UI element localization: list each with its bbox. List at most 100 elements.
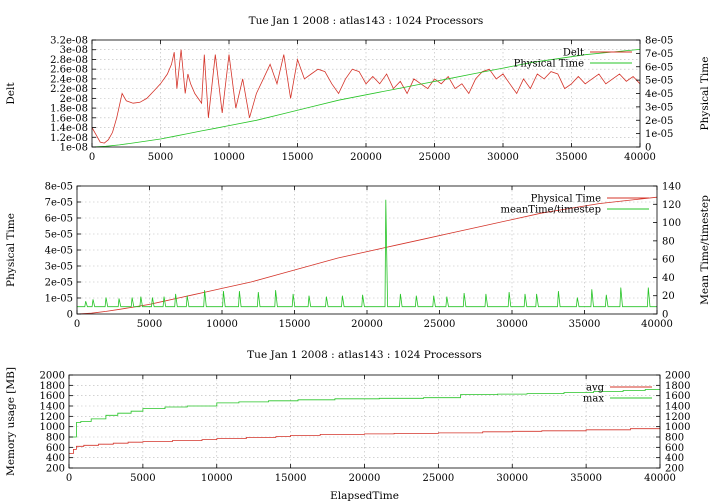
y-tick-label: 2e-05	[45, 278, 73, 289]
x-tick-label: 15000	[275, 473, 307, 484]
y2-tick-label: 0	[662, 310, 668, 321]
x-tick-label: 25000	[422, 473, 454, 484]
x-tick-label: 30000	[496, 473, 528, 484]
y-tick-label: 3.2e-08	[50, 36, 88, 47]
y2-tick-label: 80	[662, 236, 675, 247]
y-axis-label: Delt	[5, 82, 17, 105]
y-tick-label: 2e-08	[60, 94, 88, 105]
legend-label: Physical Time	[531, 194, 601, 205]
series-line-physical-time	[91, 49, 641, 148]
y-tick-label: 1.4e-08	[50, 123, 88, 134]
series-line-max	[69, 389, 660, 438]
y-tick-label: 400	[46, 453, 65, 464]
y-tick-label: 1800	[40, 381, 65, 392]
y-tick-label: 1400	[40, 402, 65, 413]
y2-tick-label: 120	[662, 200, 681, 211]
x-tick-label: 5000	[130, 473, 155, 484]
y2-tick-label: 0	[645, 143, 651, 154]
y2-tick-label: 100	[662, 218, 681, 229]
legend-label: avg	[586, 383, 605, 394]
y2-tick-label: 800	[665, 433, 684, 444]
x-tick-label: 15000	[282, 152, 314, 163]
y-tick-label: 0	[67, 310, 73, 321]
x-tick-label: 5000	[137, 319, 162, 330]
y2-axis-label: Mean Time/timestep	[699, 195, 711, 305]
y2-tick-label: 400	[665, 453, 684, 464]
y-tick-label: 1200	[40, 412, 65, 423]
series-line-delt	[91, 49, 641, 144]
chart-title: Tue Jan 1 2008 : atlas143 : 1024 Process…	[247, 349, 482, 361]
x-tick-label: 20000	[350, 152, 382, 163]
x-tick-label: 15000	[279, 319, 311, 330]
y2-tick-label: 1200	[665, 412, 690, 423]
panel-physical-time: 0 5000 10000 15000 20000 25000 30000 35000 40000…	[5, 182, 711, 331]
y2-tick-label: 1600	[665, 391, 690, 402]
panel-memory: 0 5000 10000 15000 20000 25000 30000 35000 40000…	[5, 349, 690, 502]
y-tick-label: 4e-05	[45, 246, 73, 257]
y-tick-label: 2.8e-08	[50, 55, 88, 66]
y2-tick-label: 60	[662, 255, 675, 266]
legend-label: Delt	[563, 48, 584, 59]
series-line-avg	[69, 427, 661, 454]
y2-axis-label: Physical Time	[699, 57, 711, 131]
x-tick-label: 35000	[556, 152, 588, 163]
x-tick-label: 10000	[206, 319, 238, 330]
chart-title: Tue Jan 1 2008 : atlas143 : 1024 Process…	[249, 15, 484, 27]
y-tick-label: 7e-05	[45, 198, 73, 209]
y2-tick-label: 1000	[665, 422, 690, 433]
legend-label: Physical Time	[514, 59, 584, 70]
y-tick-label: 3e-08	[60, 45, 88, 56]
x-tick-label: 10000	[201, 473, 233, 484]
y-axis-label: Physical Time	[5, 213, 17, 287]
x-tick-label: 30000	[487, 152, 519, 163]
y-tick-label: 600	[46, 443, 65, 454]
panel-delt: 0 5000 10000 15000 20000 25000 30000 35000 40000…	[5, 15, 711, 163]
y2-tick-label: 600	[665, 443, 684, 454]
x-tick-label: 10000	[213, 152, 245, 163]
x-tick-label: 0	[89, 152, 95, 163]
x-tick-label: 40000	[644, 473, 676, 484]
series-line-meantime-timestep	[77, 199, 657, 308]
y-tick-label: 1000	[40, 422, 65, 433]
x-axis-label: ElapsedTime	[330, 490, 399, 502]
x-tick-label: 0	[66, 473, 72, 484]
y-tick-label: 2000	[40, 371, 65, 382]
x-tick-label: 20000	[351, 319, 383, 330]
y2-tick-label: 20	[662, 291, 675, 302]
y-tick-label: 5e-05	[45, 230, 73, 241]
y2-tick-label: 40	[662, 273, 675, 284]
y-tick-label: 1e-08	[60, 143, 88, 154]
y-tick-label: 1.6e-08	[50, 113, 88, 124]
y2-tick-label: 2000	[665, 371, 690, 382]
legend-label: meanTime/timestep	[500, 205, 601, 216]
y-tick-label: 2.6e-08	[50, 65, 88, 76]
y2-tick-label: 200	[665, 464, 684, 475]
y-tick-label: 2.2e-08	[50, 84, 88, 95]
y-tick-label: 1.8e-08	[50, 104, 88, 115]
y-tick-label: 1600	[40, 391, 65, 402]
x-tick-label: 25000	[419, 152, 451, 163]
x-tick-label: 35000	[570, 473, 602, 484]
x-tick-label: 0	[74, 319, 80, 330]
y2-tick-label: 1800	[665, 381, 690, 392]
y2-tick-label: 8e-05	[645, 36, 673, 47]
y-tick-label: 2.4e-08	[50, 74, 88, 85]
x-tick-label: 40000	[641, 319, 673, 330]
y-tick-label: 1e-05	[45, 294, 73, 305]
y2-tick-label: 1400	[665, 402, 690, 413]
y2-tick-label: 3e-05	[645, 102, 673, 113]
x-tick-label: 25000	[424, 319, 456, 330]
y2-tick-label: 5e-05	[645, 76, 673, 87]
y2-tick-label: 4e-05	[645, 89, 673, 100]
y2-tick-label: 7e-05	[645, 49, 673, 60]
y-tick-label: 800	[46, 433, 65, 444]
y2-tick-label: 6e-05	[645, 62, 673, 73]
x-tick-label: 20000	[349, 473, 381, 484]
y2-tick-label: 1e-05	[645, 129, 673, 140]
y2-tick-label: 140	[662, 182, 681, 193]
legend-label: max	[583, 394, 604, 405]
y-tick-label: 8e-05	[45, 182, 73, 193]
y-tick-label: 200	[46, 464, 65, 475]
x-tick-label: 5000	[148, 152, 173, 163]
